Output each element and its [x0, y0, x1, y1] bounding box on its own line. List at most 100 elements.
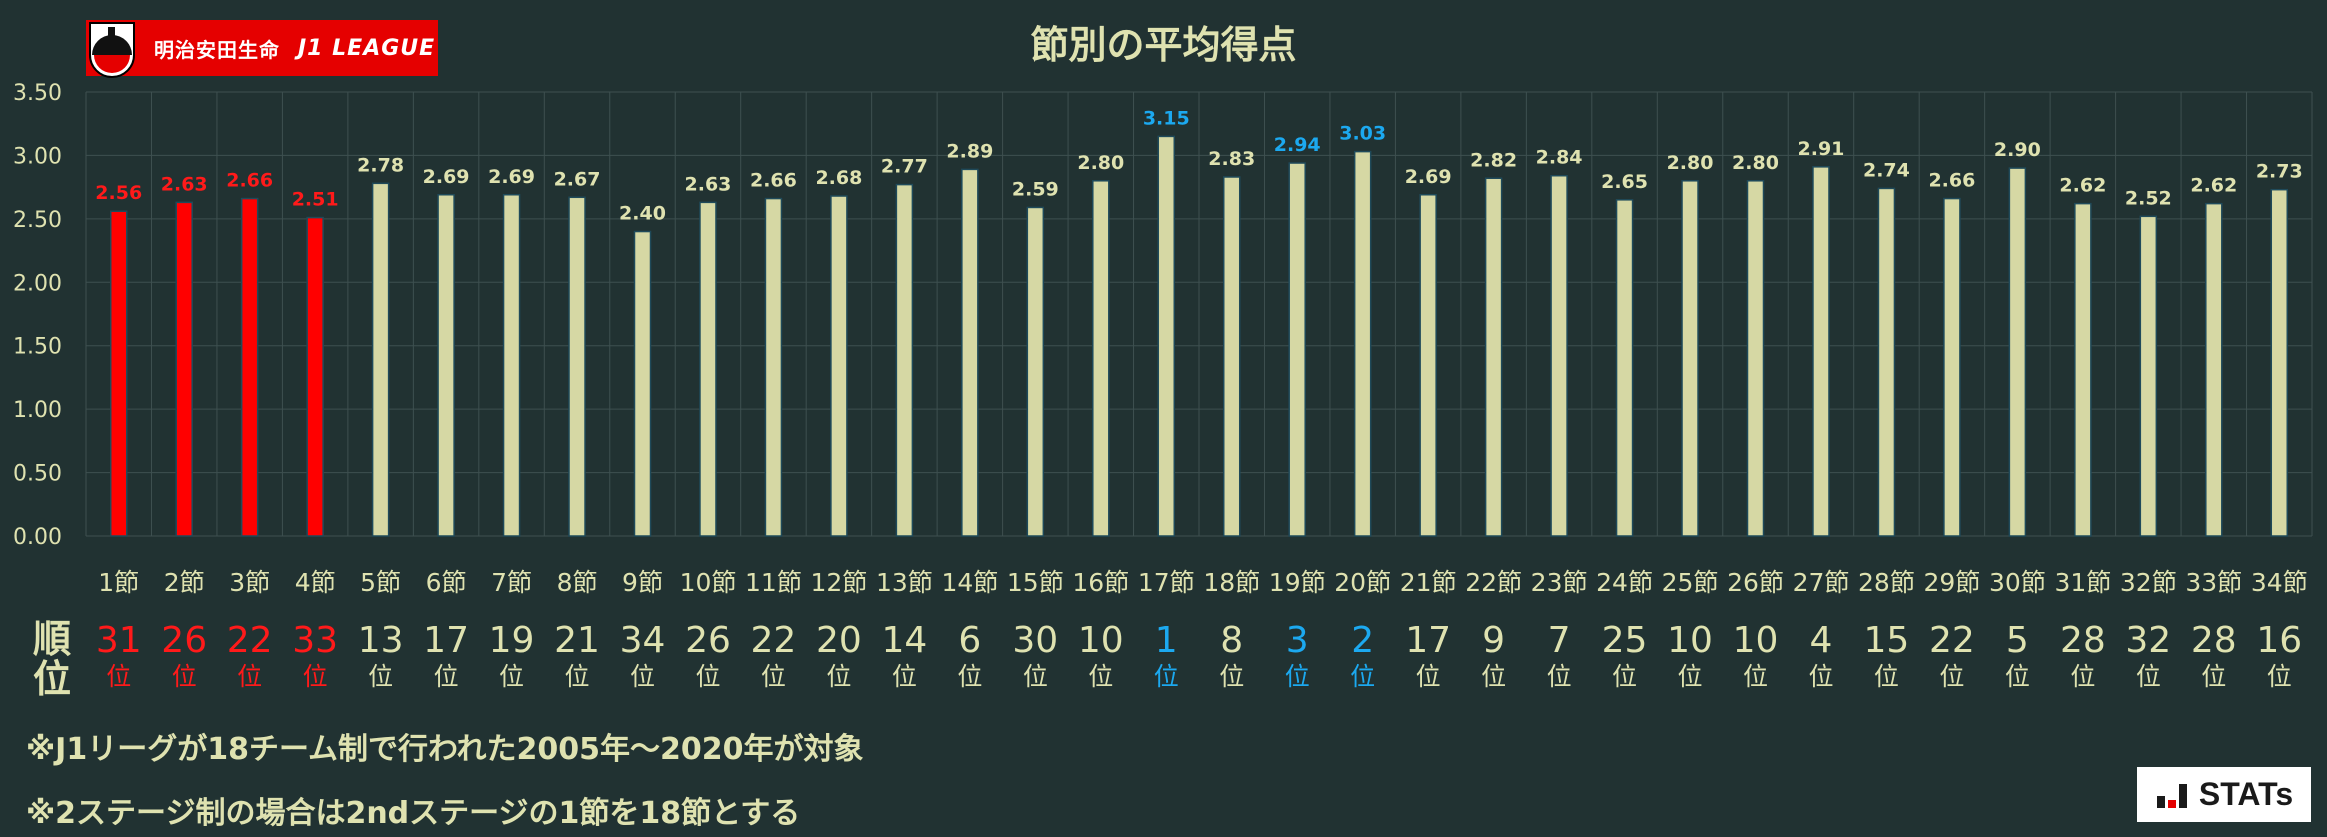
rank-number: 17 [1405, 620, 1451, 661]
rank-number: 26 [685, 620, 731, 661]
data-label: 2.80 [1077, 152, 1124, 174]
data-label: 2.77 [881, 156, 928, 178]
rank-number: 22 [227, 620, 273, 661]
x-tick-label: 26節 [1727, 568, 1784, 597]
rank-suffix: 位 [1023, 662, 1048, 691]
bar [1877, 187, 1896, 537]
data-label: 2.52 [2125, 187, 2172, 209]
y-tick-label: 3.50 [13, 81, 62, 106]
rank-suffix: 位 [1678, 662, 1703, 691]
data-label: 2.89 [946, 140, 993, 162]
x-tick-label: 34節 [2251, 568, 2308, 597]
rank-row-label-top: 順 [33, 617, 71, 661]
data-label: 3.03 [1339, 123, 1386, 145]
data-label: 2.66 [226, 170, 273, 192]
x-tick-label: 8節 [557, 568, 598, 597]
data-label: 2.56 [95, 182, 142, 204]
rank-number: 10 [1078, 620, 1124, 661]
data-label: 2.82 [1470, 149, 1517, 171]
rank-number: 10 [1667, 620, 1713, 661]
bar [633, 230, 652, 537]
rank-number: 9 [1482, 620, 1505, 661]
x-tick-label: 15節 [1007, 568, 1064, 597]
data-label: 2.67 [554, 168, 601, 190]
x-tick-label: 16節 [1072, 568, 1129, 597]
rank-suffix: 位 [892, 662, 917, 691]
bar [1288, 162, 1306, 537]
x-tick-label: 22節 [1465, 568, 1522, 597]
bar [2008, 167, 2027, 537]
rank-suffix: 位 [1154, 662, 1179, 691]
rank-suffix: 位 [565, 662, 590, 691]
data-label: 2.66 [1928, 170, 1975, 192]
data-label: 2.69 [1405, 166, 1452, 188]
x-tick-label: 23節 [1531, 568, 1588, 597]
rank-number: 3 [1286, 620, 1309, 661]
rank-suffix: 位 [695, 662, 720, 691]
data-label: 2.80 [1732, 152, 1779, 174]
footnote-1: ※J1リーグが18チーム制で行われた2005年～2020年が対象 [26, 732, 864, 767]
bar [109, 210, 128, 537]
bar [1812, 166, 1830, 537]
bar [568, 196, 586, 537]
x-tick-label: 11節 [745, 568, 802, 597]
y-tick-label: 2.50 [13, 208, 62, 233]
bar [1943, 197, 1961, 537]
stats-logo: STATs [2137, 767, 2311, 822]
data-label: 2.63 [685, 173, 732, 195]
bar [1026, 206, 1045, 537]
rank-suffix: 位 [1088, 662, 1113, 691]
rank-number: 4 [1810, 620, 1833, 661]
rank-suffix: 位 [1939, 662, 1964, 691]
bar [895, 183, 914, 537]
rank-number: 32 [2125, 620, 2171, 661]
rank-suffix: 位 [1416, 662, 1441, 691]
rank-number: 6 [958, 620, 981, 661]
data-label: 3.15 [1143, 107, 1190, 129]
rank-suffix: 位 [106, 662, 131, 691]
x-tick-label: 4節 [295, 568, 336, 597]
rank-suffix: 位 [957, 662, 982, 691]
x-tick-label: 30節 [1989, 568, 2046, 597]
rank-suffix: 位 [303, 662, 328, 691]
bar [306, 216, 324, 537]
data-label: 2.80 [1667, 152, 1714, 174]
rank-number: 19 [489, 620, 535, 661]
rank-suffix: 位 [1219, 662, 1244, 691]
rank-number: 8 [1220, 620, 1243, 661]
rank-suffix: 位 [761, 662, 786, 691]
rank-suffix: 位 [2201, 662, 2226, 691]
bar [830, 195, 848, 537]
x-tick-label: 14節 [941, 568, 998, 597]
x-tick-label: 9節 [622, 568, 663, 597]
bar [699, 201, 717, 537]
bar [1615, 199, 1634, 537]
rank-number: 17 [423, 620, 469, 661]
rank-suffix: 位 [1874, 662, 1899, 691]
bar [1353, 150, 1372, 537]
data-label: 2.59 [1012, 178, 1059, 200]
bar [502, 194, 521, 537]
x-tick-label: 6節 [426, 568, 467, 597]
rank-suffix: 位 [2136, 662, 2161, 691]
bar [961, 168, 979, 537]
rank-suffix: 位 [172, 662, 197, 691]
rank-number: 22 [751, 620, 797, 661]
x-tick-label: 13節 [876, 568, 933, 597]
bar [1419, 194, 1437, 537]
y-tick-label: 3.00 [13, 144, 62, 169]
bar [240, 197, 259, 537]
j-league-emblem-icon [89, 22, 135, 78]
x-tick-label: 1節 [98, 568, 139, 597]
bar-chart: 0.000.501.001.502.002.503.003.502.561節31… [13, 81, 2313, 701]
bar [1157, 135, 1176, 537]
bar [1550, 174, 1568, 537]
x-tick-label: 7節 [491, 568, 532, 597]
stats-logo-text: STATs [2198, 776, 2294, 812]
logo-league-text: J1 LEAGUE [298, 35, 436, 61]
data-label: 2.78 [357, 154, 404, 176]
x-tick-label: 18節 [1203, 568, 1260, 597]
y-tick-label: 0.50 [13, 462, 62, 487]
rank-suffix: 位 [368, 662, 393, 691]
bar [371, 182, 390, 537]
